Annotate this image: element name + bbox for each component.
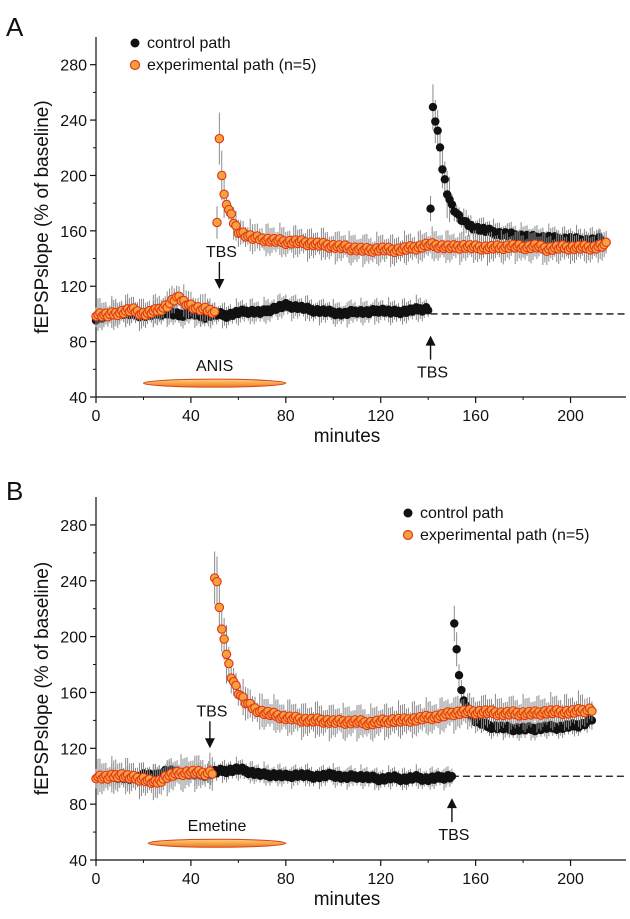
data-point [601, 237, 611, 248]
data-point [217, 624, 227, 634]
data-point [433, 126, 442, 135]
x-axis-label: minutes [314, 889, 381, 910]
data-point [226, 209, 236, 219]
legend-marker-experimental [402, 529, 414, 541]
x-tick-label: 40 [182, 408, 200, 425]
legend: control path experimental path (n=5) [402, 505, 589, 544]
data-point [423, 306, 433, 315]
data-point [221, 649, 232, 660]
y-tick-label: 160 [60, 685, 87, 702]
drug-application-bar [147, 838, 287, 848]
data-point [431, 117, 440, 126]
y-tick-label: 240 [60, 113, 87, 130]
x-ticks: 0 40 80 120 160 200 [92, 860, 584, 888]
series-experimental [91, 112, 611, 332]
panel-label: A [6, 12, 24, 42]
data-point [454, 671, 464, 680]
y-tick-label: 280 [60, 58, 87, 75]
y-tick-label: 80 [69, 335, 87, 352]
tbs-label: TBS [438, 827, 469, 844]
data-point [438, 165, 447, 174]
x-tick-label: 0 [92, 408, 101, 425]
data-point [428, 102, 438, 112]
drug-application-bar [142, 378, 287, 388]
drug-label: ANIS [196, 358, 233, 375]
legend-label: control path [420, 505, 504, 522]
data-point [214, 602, 225, 613]
legend-label: experimental path (n=5) [147, 57, 316, 74]
y-axis-label: fEPSPslope (% of baseline) [32, 562, 53, 795]
data-point [214, 133, 225, 144]
y-ticks: 40 80 120 160 200 240 280 [60, 518, 96, 870]
data-point [207, 769, 218, 779]
y-tick-label: 280 [60, 518, 87, 535]
data-point [231, 680, 241, 691]
y-tick-label: 40 [69, 390, 87, 407]
chart-panel-a: A 40 80 120 160 200 240 280 0 40 80 120 160 200 minute… [6, 12, 626, 447]
legend: control path experimental path (n=5) [129, 35, 316, 74]
arrow-head [204, 738, 215, 749]
x-tick-label: 200 [557, 871, 584, 888]
data-point [219, 634, 229, 644]
panel-label: B [6, 476, 23, 506]
x-ticks: 0 40 80 120 160 200 [92, 397, 584, 425]
x-tick-label: 40 [182, 871, 200, 888]
y-ticks: 40 80 120 160 200 240 280 [60, 58, 96, 407]
y-tick-label: 200 [60, 630, 87, 647]
y-tick-label: 40 [69, 853, 87, 870]
data-point [224, 658, 234, 669]
legend-label: control path [147, 35, 231, 52]
x-axis-label: minutes [314, 426, 381, 447]
x-tick-label: 0 [92, 871, 101, 888]
data-point [440, 175, 449, 184]
data-point [426, 204, 435, 213]
data-point [587, 706, 597, 716]
drug-label: Emetine [188, 818, 247, 835]
y-tick-label: 120 [60, 279, 87, 296]
data-point [447, 200, 457, 209]
y-tick-label: 80 [69, 797, 87, 814]
data-point [219, 189, 229, 200]
data-point [450, 619, 459, 628]
data-point [212, 217, 222, 228]
y-tick-label: 120 [60, 741, 87, 758]
data-point [457, 685, 466, 695]
data-point [209, 306, 220, 317]
data-point [217, 170, 227, 181]
x-tick-label: 200 [557, 408, 584, 425]
legend-label: experimental path (n=5) [420, 527, 589, 544]
tbs-label: TBS [417, 365, 448, 382]
x-tick-label: 80 [277, 871, 295, 888]
x-tick-label: 120 [367, 871, 394, 888]
series-experimental [91, 551, 597, 801]
legend-marker-control [130, 38, 140, 48]
chart-panel-b: B 40 80 120 160 200 240 280 0 40 80 120 160 200 minute… [6, 476, 626, 910]
arrow-head [214, 279, 225, 289]
x-tick-label: 160 [462, 408, 489, 425]
tbs-label: TBS [206, 244, 237, 261]
legend-marker-experimental [129, 59, 141, 71]
data-point [447, 772, 457, 781]
x-tick-label: 80 [277, 408, 295, 425]
y-axis-label: fEPSPslope (% of baseline) [32, 100, 53, 333]
x-tick-label: 120 [367, 408, 394, 425]
y-tick-label: 200 [60, 168, 87, 185]
tbs-label: TBS [196, 703, 227, 720]
series-control [91, 84, 606, 331]
y-tick-label: 240 [60, 574, 87, 591]
data-point [435, 143, 445, 152]
data-point [212, 576, 222, 587]
legend-marker-control [403, 508, 413, 518]
x-tick-label: 160 [462, 871, 489, 888]
y-tick-label: 160 [60, 224, 87, 241]
data-point [452, 645, 461, 654]
